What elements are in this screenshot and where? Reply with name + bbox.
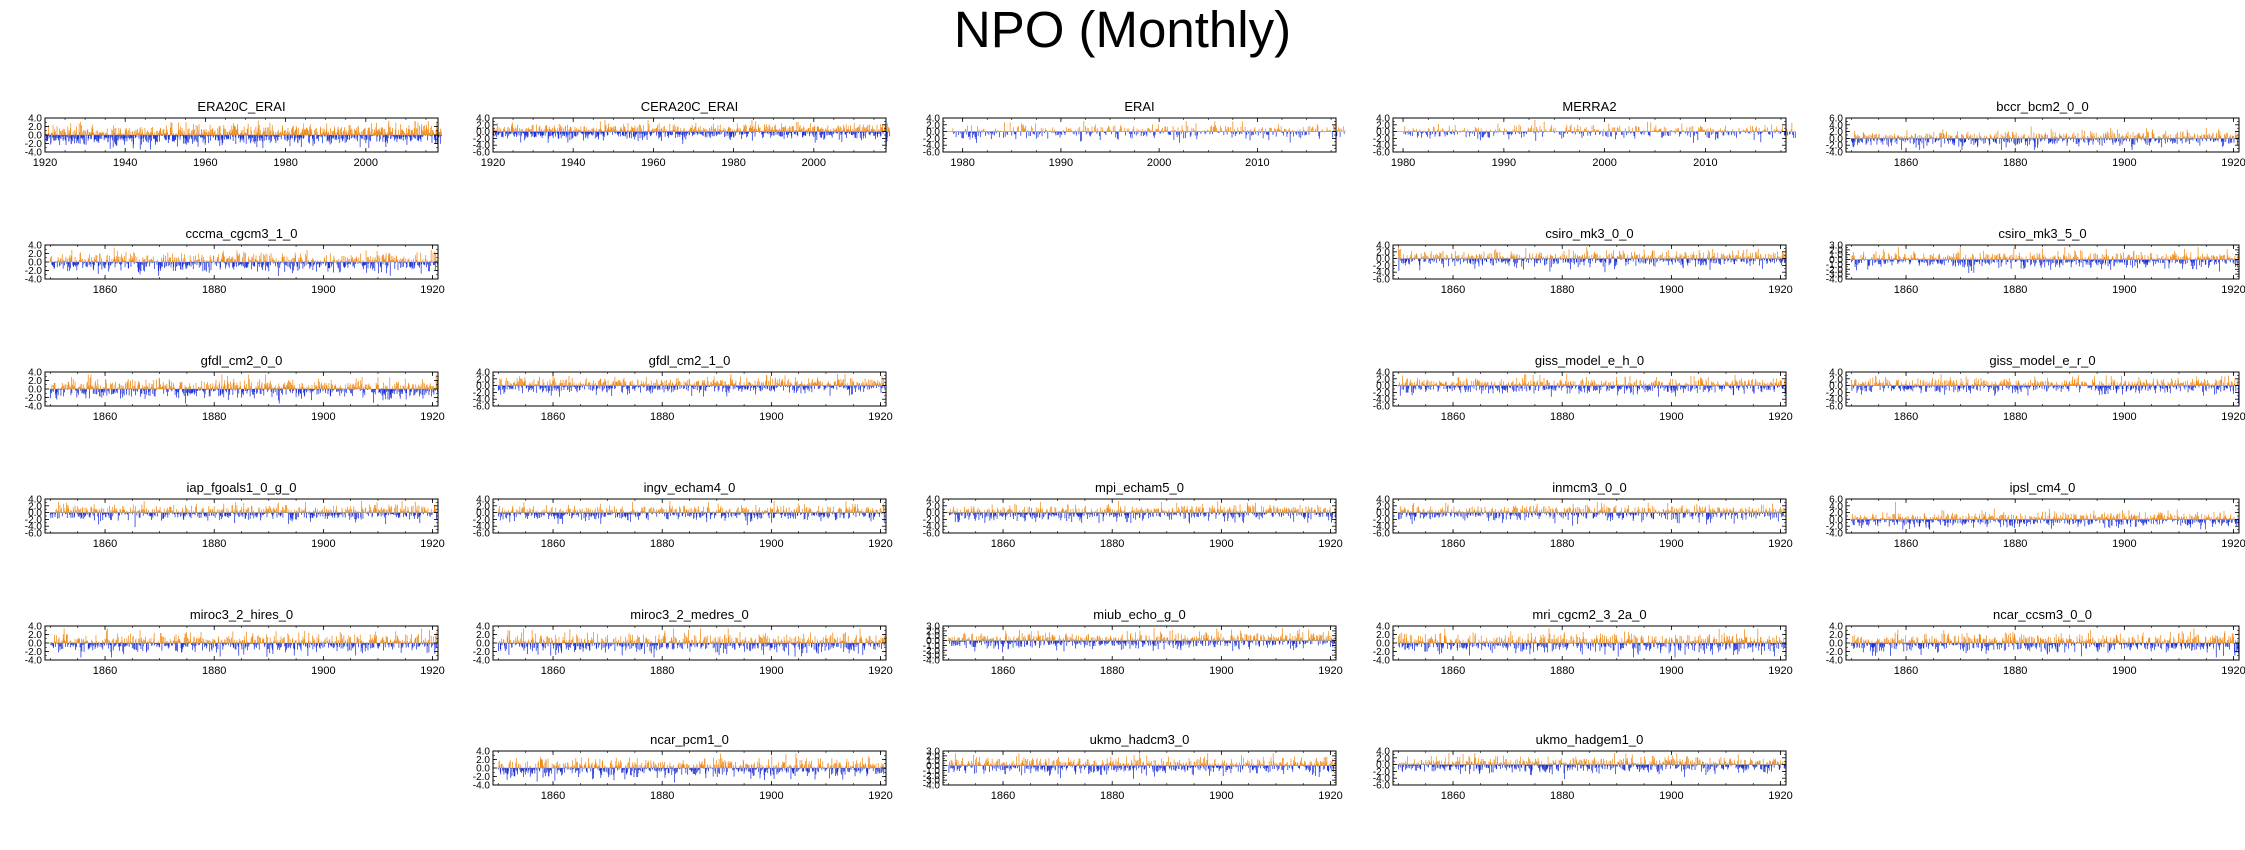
x-tick-label: 1940 [113,157,137,169]
x-tick-label: 1920 [2221,157,2245,169]
y-tick-label: 4.0 [476,114,490,125]
x-tick-label: 1980 [950,157,974,169]
x-tick-label: 1980 [273,157,297,169]
y-tick-label: 2.0 [1376,120,1390,131]
bar-series [1402,120,1796,143]
y-tick-label: -6.0 [1373,148,1391,159]
y-tick-label: -2.0 [923,134,941,145]
y-tick-label: -6.0 [473,148,491,159]
y-tick-label: 2.0 [476,120,490,131]
x-tick-label: 2000 [1592,157,1616,169]
x-tick-label: 1880 [2003,157,2027,169]
plot-frame [1392,117,1787,153]
y-tick-label: -4.0 [923,141,941,152]
panel-title: bccr_bcm2_0_0 [1996,99,2089,114]
x-tick-label: 1900 [2112,157,2136,169]
y-tick-label: 0.0 [926,127,940,138]
y-tick-label: 4.0 [926,114,940,125]
y-tick-label: -6.0 [923,148,941,159]
panel-title: CERA20C_ERAI [641,99,739,114]
x-tick-label: 1960 [193,157,217,169]
y-tick-label: -2.0 [1373,134,1391,145]
y-tick-label: 0.0 [1376,127,1390,138]
page-title: NPO (Monthly) [0,0,2245,60]
y-tick-label: -4.0 [1826,148,1844,159]
y-tick-label: -4.0 [1373,141,1391,152]
x-tick-label: 1920 [33,157,57,169]
plot-frame [492,117,887,153]
plot-frame [942,117,1337,153]
x-tick-label: 1990 [1492,157,1516,169]
x-tick-label: 1860 [1894,157,1918,169]
x-tick-label: 1940 [561,157,585,169]
bar-series [1851,126,2239,150]
x-tick-label: 2000 [1147,157,1171,169]
y-tick-label: 0.0 [476,127,490,138]
panel-title: MERRA2 [1562,99,1616,114]
panel-title: ERA20C_ERAI [197,99,285,114]
y-tick-label: 2.0 [926,120,940,131]
y-tick-label: -4.0 [473,141,491,152]
panel-title: cccma_cgcm3_1_0 [186,226,298,241]
y-tick-label: 2.0 [28,122,42,133]
y-tick-label: 4.0 [1829,120,1843,131]
x-tick-label: 2000 [354,157,378,169]
y-tick-label: -2.0 [473,134,491,145]
x-tick-label: 1920 [481,157,505,169]
y-tick-label: 0.0 [1829,134,1843,145]
plot-frame [44,117,439,153]
y-tick-label: 4.0 [1376,114,1390,125]
y-tick-label: 4.0 [28,114,42,125]
bar-series [50,247,438,276]
plot-frame [1845,117,2240,153]
x-tick-label: 1980 [721,157,745,169]
y-tick-label: 0.0 [28,131,42,142]
bar-series [44,120,443,150]
x-tick-label: 1980 [1391,157,1415,169]
x-tick-label: 2010 [1245,157,1269,169]
y-tick-label: -4.0 [25,148,43,159]
panel-title: ERAI [1124,99,1154,114]
x-tick-label: 1990 [1049,157,1073,169]
y-tick-label: 6.0 [1829,114,1843,125]
bar-series [492,120,891,147]
y-tick-label: -2.0 [25,139,43,150]
x-tick-label: 1960 [641,157,665,169]
y-tick-label: -2.0 [1826,141,1844,152]
y-tick-label: 2.0 [1829,127,1843,138]
bar-series [952,121,1346,143]
x-tick-label: 2000 [802,157,826,169]
x-tick-label: 2010 [1693,157,1717,169]
